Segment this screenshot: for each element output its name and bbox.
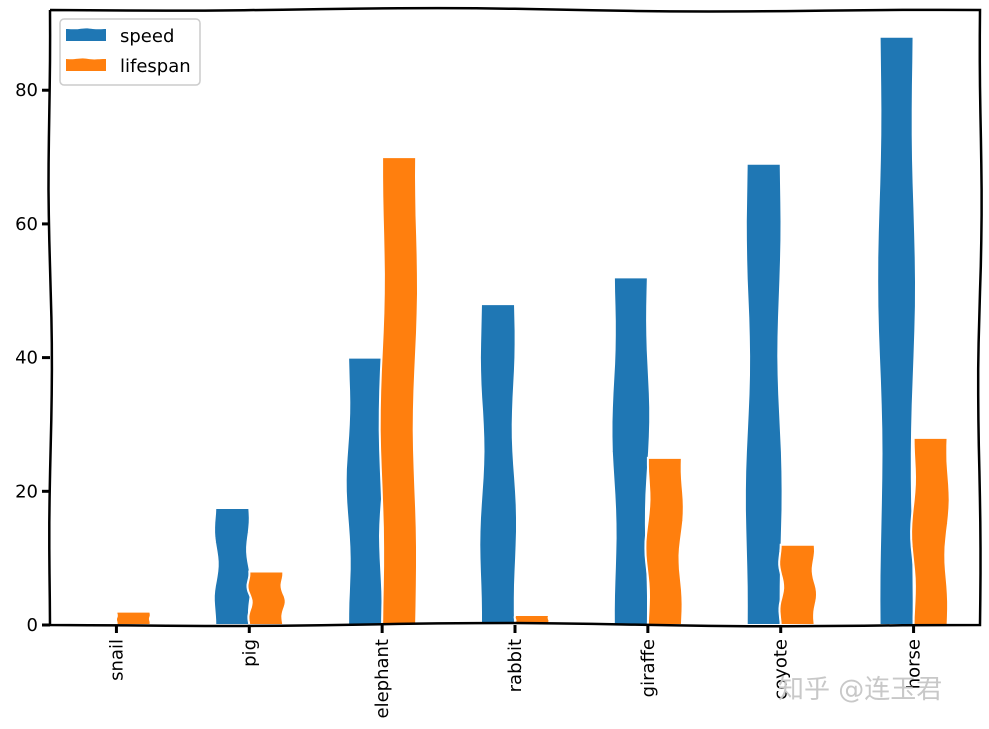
legend: speed lifespan — [59, 18, 201, 86]
legend-label-lifespan: lifespan — [120, 56, 191, 77]
bar-lifespan-pig — [246, 570, 287, 626]
y-tick-label-0: 0 — [27, 615, 38, 636]
bar-speed-horse — [876, 35, 918, 626]
legend-swatch-speed — [66, 28, 106, 41]
x-tick-label-elephant: elephant — [372, 639, 393, 718]
bar-lifespan-horse — [910, 436, 951, 626]
y-tick-label-40: 40 — [15, 348, 38, 369]
bar-lifespan-giraffe — [644, 456, 685, 626]
legend-swatch-lifespan — [66, 58, 106, 71]
x-tick-label-rabbit: rabbit — [505, 639, 526, 692]
bars-layer — [79, 35, 951, 626]
bar-lifespan-coyote — [778, 543, 819, 626]
bar-lifespan-elephant — [378, 156, 420, 626]
x-tick-label-snail: snail — [106, 639, 127, 681]
y-axis: 0 20 40 60 80 — [15, 80, 50, 636]
bar-speed-elephant — [344, 356, 386, 626]
x-tick-label-giraffe: giraffe — [638, 639, 659, 697]
bar-lifespan-snail — [115, 610, 152, 626]
y-tick-label-60: 60 — [15, 214, 38, 235]
bar-speed-coyote — [743, 162, 784, 626]
bar-speed-pig — [212, 506, 253, 626]
y-tick-label-20: 20 — [15, 481, 38, 502]
x-tick-label-coyote: coyote — [771, 639, 792, 700]
watermark-text: 知乎 @连玉君 — [778, 675, 942, 705]
plot-frame — [47, 6, 983, 628]
bar-speed-giraffe — [610, 276, 652, 626]
bar-speed-rabbit — [478, 303, 518, 626]
x-tick-label-horse: horse — [904, 639, 925, 689]
legend-label-speed: speed — [120, 26, 174, 47]
x-axis: snail pig elephant rabbit giraffe coyote horse — [106, 625, 925, 718]
x-tick-label-pig: pig — [239, 639, 260, 667]
y-tick-label-80: 80 — [15, 80, 38, 101]
